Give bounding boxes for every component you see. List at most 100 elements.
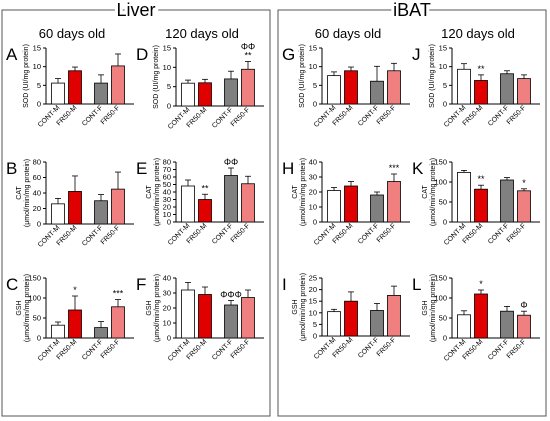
ytick-label-H-3: 30 <box>309 173 317 182</box>
annotation-K-FR50-F: * <box>522 178 526 188</box>
category-label-J-FR50-F: FR50-F <box>506 104 528 126</box>
bar-K-FR50-M <box>474 188 488 223</box>
col-header-ibat-60: 60 days old <box>315 26 382 41</box>
bar-C-CONT-M <box>51 324 65 339</box>
bar-E-FR50-M <box>198 199 212 223</box>
ytick-label-I-0: 0 <box>313 332 317 341</box>
panel-letter-L: L <box>412 275 421 294</box>
category-label-C-CONT-F: CONT-F <box>81 338 104 361</box>
ytick-label-E-8: 80 <box>163 158 171 167</box>
bar-D-CONT-F <box>224 78 238 107</box>
ylabel-D: SOD (UI/mg protein) <box>153 45 160 109</box>
ytick-label-D-2: 10 <box>163 63 171 72</box>
ytick-label-A-0: 0 <box>37 100 41 109</box>
ylabel-A: SOD (UI/mg protein) <box>23 44 30 108</box>
bar-A-FR50-M <box>68 70 82 105</box>
bar-I-FR50-M <box>344 300 358 337</box>
bar-H-CONT-M <box>327 190 341 223</box>
bar-F-CONT-F <box>224 304 238 339</box>
category-label-G-CONT-F: CONT-F <box>357 104 380 127</box>
bar-D-FR50-F <box>241 68 255 107</box>
category-label-J-CONT-F: CONT-F <box>487 104 510 127</box>
bar-E-CONT-M <box>181 185 195 223</box>
panel-letter-E: E <box>136 159 147 178</box>
liver-frame <box>1 9 271 417</box>
category-label-G-FR50-F: FR50-F <box>376 104 398 126</box>
ytick-label-I-5: 25 <box>309 274 317 283</box>
bar-G-FR50-M <box>344 70 358 105</box>
bar-F-FR50-F <box>241 297 255 339</box>
ylabel-K: CAT(μmol/min/mg protein) <box>422 158 437 226</box>
ytick-label-E-4: 40 <box>163 188 171 197</box>
bar-K-FR50-F <box>517 190 531 223</box>
ytick-label-F-0: 0 <box>167 334 171 343</box>
ytick-label-I-2: 10 <box>309 308 317 317</box>
annotation-E-CONT-F: ΦΦ <box>224 157 238 167</box>
ytick-label-I-3: 15 <box>309 297 317 306</box>
bar-B-FR50-F <box>111 188 125 225</box>
category-label-B-CONT-F: CONT-F <box>81 224 104 247</box>
ytick-label-J-2: 10 <box>439 62 447 71</box>
bar-A-CONT-M <box>51 82 65 105</box>
ylabel-F: GSH(μmol/min/mg protein) <box>146 274 161 342</box>
panel-J: J SOD (UI/mg protein) 051015CONT-M**FR50-M… <box>412 44 540 129</box>
ytick-label-E-2: 20 <box>163 203 171 212</box>
ytick-label-F-3: 30 <box>163 289 171 298</box>
ytick-label-L-3: 150 <box>434 274 447 283</box>
ytick-label-B-4: 80 <box>33 158 41 167</box>
ylabel-I: GSH(μmol/min/mg protein) <box>292 273 307 341</box>
annotation-D-FR50-F: ΦΦ <box>241 42 255 52</box>
ylabel-E: CAT(μmol/min/mg protein) <box>146 158 161 226</box>
category-label-H-CONT-F: CONT-F <box>357 222 380 245</box>
bar-J-CONT-M <box>457 68 471 105</box>
bar-I-CONT-M <box>327 311 341 337</box>
category-label-E-CONT-F: CONT-F <box>211 222 234 245</box>
ytick-label-L-2: 100 <box>434 294 447 303</box>
bar-A-FR50-F <box>111 65 125 105</box>
ytick-label-F-1: 10 <box>163 319 171 328</box>
ytick-label-I-4: 20 <box>309 285 317 294</box>
bar-A-CONT-F <box>94 82 108 105</box>
ylabel-B: CAT(μmol/min/mg protein) <box>16 159 31 227</box>
annotation-F-CONT-F: ΦΦΦ <box>220 290 242 300</box>
category-label-I-CONT-F: CONT-F <box>357 336 380 359</box>
category-label-D-FR50-F: FR50-F <box>230 106 252 128</box>
bar-D-CONT-M <box>181 82 195 107</box>
category-label-E-FR50-F: FR50-F <box>230 222 252 244</box>
panel-letter-D: D <box>136 45 148 64</box>
bar-C-FR50-F <box>111 306 125 339</box>
category-label-K-FR50-F: FR50-F <box>506 222 528 244</box>
annotation-C-FR50-M: * <box>73 285 77 295</box>
col-header-liver-60: 60 days old <box>39 26 106 41</box>
ytick-label-E-1: 10 <box>163 210 171 219</box>
bar-L-FR50-M <box>474 293 488 339</box>
category-label-B-FR50-F: FR50-F <box>100 224 122 246</box>
section-title-liver: Liver <box>116 0 155 20</box>
bar-H-FR50-M <box>344 185 358 223</box>
ytick-label-A-3: 15 <box>33 44 41 53</box>
ytick-label-C-0: 0 <box>37 334 41 343</box>
col-header-liver-120: 120 days old <box>165 26 239 41</box>
bar-G-CONT-F <box>370 80 384 105</box>
ytick-label-L-1: 50 <box>439 314 447 323</box>
ytick-label-B-2: 40 <box>33 189 41 198</box>
ytick-label-D-0: 0 <box>167 102 171 111</box>
bar-L-CONT-F <box>500 310 514 339</box>
bar-F-CONT-M <box>181 289 195 339</box>
annotation-C-FR50-F: *** <box>113 289 124 299</box>
bar-I-FR50-F <box>387 294 401 337</box>
category-label-D-CONT-F: CONT-F <box>211 106 234 129</box>
category-label-H-FR50-F: FR50-F <box>376 222 398 244</box>
bar-B-CONT-M <box>51 203 65 225</box>
panel-letter-I: I <box>282 275 287 294</box>
category-label-C-FR50-F: FR50-F <box>100 338 122 360</box>
